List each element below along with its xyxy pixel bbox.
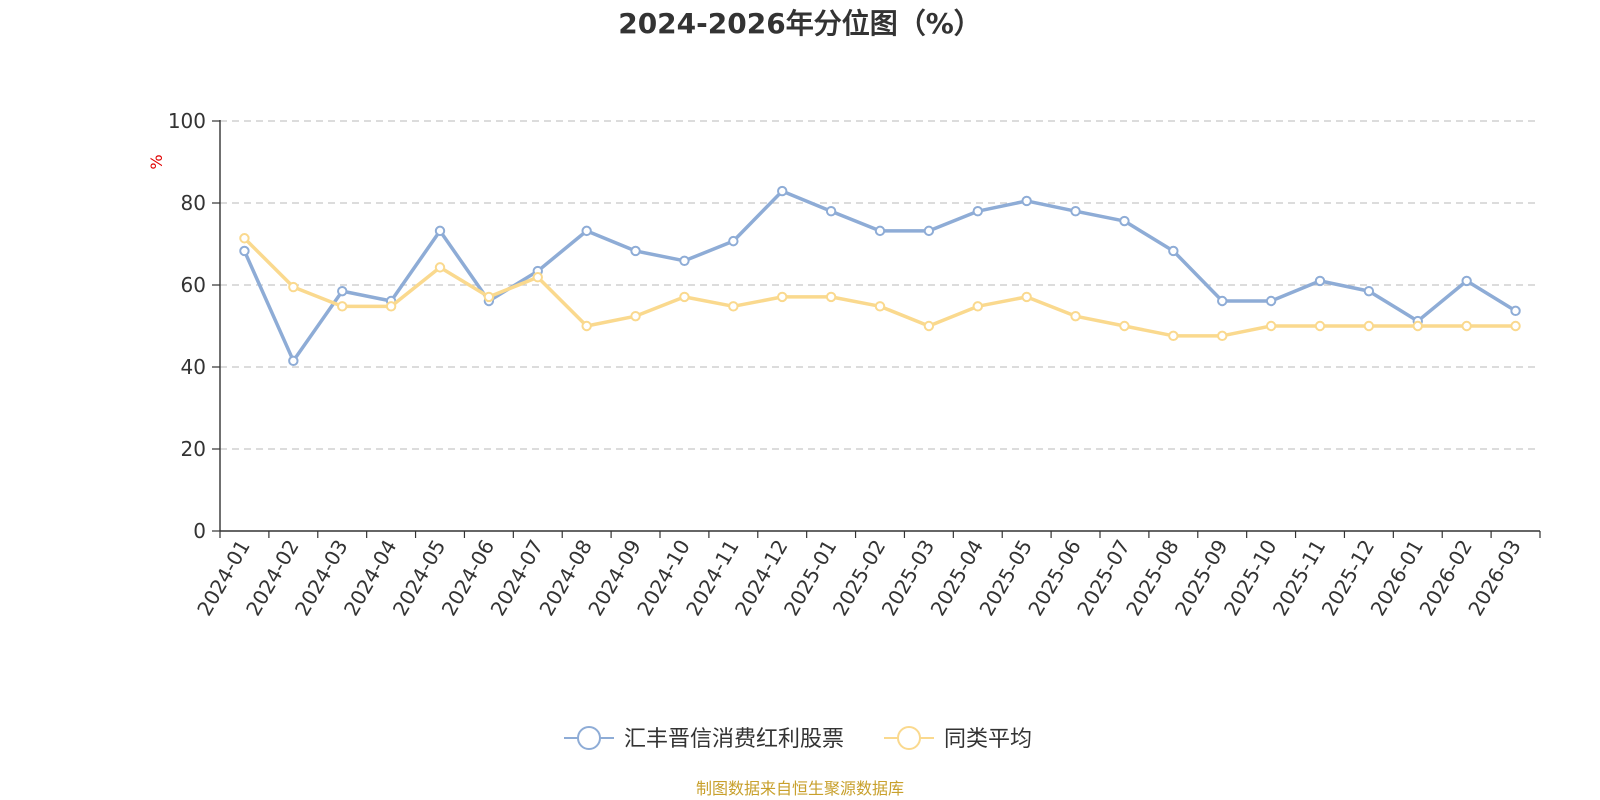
series-1 — [239, 185, 1521, 367]
series-line — [243, 237, 1516, 338]
data-point — [288, 281, 299, 293]
legend-label: 汇丰晋信消费红利股票 — [624, 727, 844, 752]
data-point — [1265, 320, 1277, 332]
data-point — [630, 310, 641, 322]
y-tick-label: 20 — [181, 437, 206, 461]
data-point — [1217, 330, 1228, 342]
data-point — [581, 225, 592, 237]
y-tick-label: 80 — [181, 191, 206, 215]
data-point — [777, 185, 788, 197]
data-point — [434, 225, 446, 237]
data-point — [1021, 291, 1032, 303]
data-point — [1510, 320, 1521, 332]
data-point — [1510, 305, 1521, 317]
data-point — [1021, 195, 1032, 207]
data-point — [239, 233, 250, 244]
y-axis-label: % — [147, 154, 166, 169]
data-point — [825, 291, 837, 303]
series-2 — [239, 233, 1521, 342]
data-point — [1363, 285, 1375, 297]
data-point — [337, 301, 348, 312]
series-line — [242, 189, 1517, 363]
data-point — [1461, 320, 1472, 332]
data-point — [288, 355, 299, 367]
data-point — [1119, 215, 1130, 227]
series-lines — [239, 185, 1521, 367]
data-point — [581, 320, 592, 332]
data-point — [777, 291, 788, 303]
legend-item-1[interactable]: 汇丰晋信消费红利股票 — [564, 726, 844, 752]
grid-lines — [220, 120, 1540, 450]
data-point — [1314, 320, 1326, 332]
data-point — [532, 272, 543, 283]
data-point — [1070, 310, 1081, 322]
data-point — [972, 206, 983, 217]
y-tick-label: 60 — [181, 273, 206, 297]
data-point — [434, 262, 446, 273]
data-point — [1265, 295, 1277, 307]
data-point — [825, 206, 837, 217]
y-tick-label: 40 — [181, 355, 206, 379]
data-point — [483, 291, 495, 303]
data-point — [630, 245, 641, 257]
data-point — [239, 245, 250, 257]
legend-label: 同类平均 — [944, 727, 1032, 752]
data-point — [1168, 245, 1179, 257]
axes: 0204060801002024-012024-022024-032024-04… — [168, 109, 1541, 620]
data-point — [972, 301, 983, 312]
data-point — [1412, 320, 1423, 332]
data-point — [923, 320, 935, 332]
data-point — [1119, 320, 1130, 332]
data-point — [874, 301, 886, 312]
data-point — [385, 301, 397, 312]
data-point — [728, 301, 739, 312]
data-point — [728, 235, 739, 247]
y-tick-label: 100 — [168, 109, 206, 133]
data-point — [1070, 206, 1081, 217]
data-point — [1363, 320, 1375, 332]
chart-title: 2024-2026年分位图（%） — [618, 7, 982, 40]
data-point — [1461, 275, 1472, 287]
data-point — [1314, 275, 1326, 287]
legend-marker — [897, 726, 921, 750]
data-point — [874, 225, 886, 237]
source-note: 制图数据来自恒生聚源数据库 — [696, 779, 904, 798]
data-point — [337, 285, 348, 297]
data-point — [1217, 295, 1228, 307]
y-tick-label: 0 — [193, 519, 206, 543]
data-point — [679, 255, 690, 267]
data-point — [1168, 330, 1179, 342]
legend[interactable]: 汇丰晋信消费红利股票 同类平均 — [564, 726, 1032, 752]
data-point — [923, 225, 935, 237]
data-point — [679, 291, 690, 303]
legend-item-2[interactable]: 同类平均 — [884, 726, 1032, 752]
legend-marker — [577, 726, 601, 750]
